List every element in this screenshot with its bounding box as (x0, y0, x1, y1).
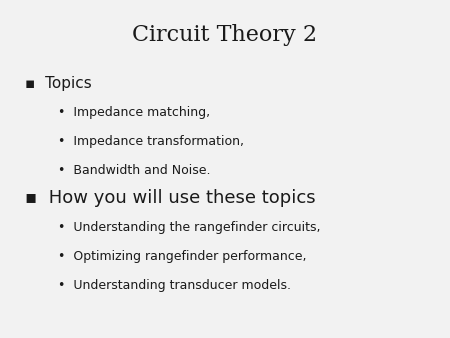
Text: ▪  Topics: ▪ Topics (25, 76, 91, 91)
Text: •  Understanding transducer models.: • Understanding transducer models. (58, 279, 292, 292)
Text: ▪  How you will use these topics: ▪ How you will use these topics (25, 189, 315, 207)
Text: •  Impedance transformation,: • Impedance transformation, (58, 135, 244, 148)
Text: •  Understanding the rangefinder circuits,: • Understanding the rangefinder circuits… (58, 221, 321, 234)
Text: •  Bandwidth and Noise.: • Bandwidth and Noise. (58, 164, 211, 177)
Text: •  Optimizing rangefinder performance,: • Optimizing rangefinder performance, (58, 250, 307, 263)
Text: •  Impedance matching,: • Impedance matching, (58, 106, 211, 119)
Text: Circuit Theory 2: Circuit Theory 2 (132, 24, 318, 46)
